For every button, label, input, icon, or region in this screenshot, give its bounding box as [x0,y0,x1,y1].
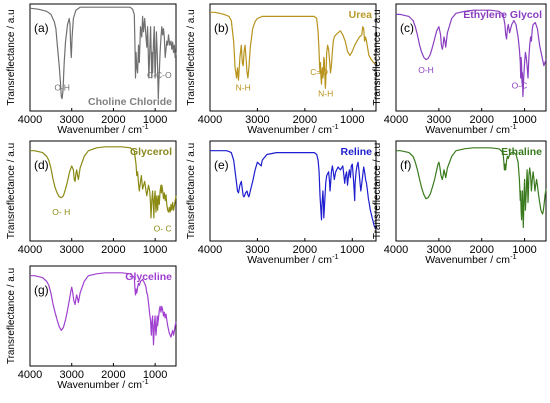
x-tick-label: 3000 [245,114,269,126]
compound-title: Ethylene Glycol [463,9,542,21]
x-tick-label: 3000 [59,114,83,126]
x-axis-title: Wavenumber / cm-1 [57,122,148,137]
x-tick-label: 1000 [512,114,536,126]
x-tick-label: 2000 [469,244,493,256]
x-tick-label: 3000 [427,114,451,126]
x-tick-label: 1000 [340,114,364,126]
x-axis-title: Wavenumber / cm-1 [247,252,338,267]
spectrum-panel: 4000 3000 2000 1000 (c) Ethylene Glycol O-H O-C… [372,3,547,137]
x-tick-label: 4000 [18,114,42,126]
x-tick-label: 2000 [293,244,317,256]
x-axis-title: Wavenumber / cm-1 [425,122,516,137]
plot-frame [395,3,547,112]
x-tick-label: 2000 [469,114,493,126]
peak-annotation: N-H [236,82,251,92]
x-tick-label: 2000 [101,114,125,126]
y-axis-title: Transreflectance / a.u [372,9,383,105]
x-axis-title-exponent: -1 [510,252,517,261]
x-tick-label: 2000 [101,244,125,256]
plot-frame [29,140,177,242]
x-tick-label: 3000 [59,369,83,381]
x-tick-label: 3000 [427,244,451,256]
peak-annotation: C-C-O [147,70,172,80]
spectrum-panel: 4000 3000 2000 1000 (b) Urea N-H C=O N-H Transref… [186,3,377,137]
x-tick-label: 1000 [143,114,167,126]
y-axis-title: Transreflectance / a.u [186,9,197,105]
peak-annotation: O-H [418,65,434,75]
x-tick-label: 4000 [198,114,222,126]
panel-label: (f) [400,158,411,172]
peak-annotation: N-H [318,89,333,99]
spectrum-panel: 4000 3000 2000 1000 (g) Glyceline Transreflect… [6,265,177,392]
spectrum-line [396,147,547,229]
x-tick-label: 2000 [101,369,125,381]
spectrum-line [210,11,377,89]
compound-title: Glyceline [125,271,172,283]
peak-annotation: O-H [54,82,70,92]
y-axis-title: Transreflectance / a.u [6,9,17,105]
x-axis-title-text: Wavenumber / cm [425,124,510,136]
x-axis-title-exponent: -1 [332,252,339,261]
x-axis-title-exponent: -1 [510,122,517,131]
x-tick-label: 1000 [512,244,536,256]
panel-label: (g) [34,283,49,297]
x-tick-label: 1000 [340,244,364,256]
panel-label: (e) [214,158,229,172]
x-tick-label: 4000 [384,114,408,126]
plot-frame [209,3,377,112]
x-axis-title-exponent: -1 [142,377,149,386]
plot-frame [209,140,377,242]
x-tick-label: 3000 [59,244,83,256]
x-tick-label: 1000 [143,244,167,256]
x-tick-label: 4000 [18,369,42,381]
spectrum-panel: 4000 3000 2000 1000 (f) Ethaline Transreflecta… [372,140,547,267]
panel-label: (c) [400,21,414,35]
spectrum-line [29,6,177,100]
x-tick-label: 3000 [245,244,269,256]
x-tick-label: 2000 [293,114,317,126]
y-axis-title: Transreflectance / a.u [6,143,17,239]
compound-title: Urea [349,9,373,21]
x-axis-title: Wavenumber / cm-1 [425,252,516,267]
x-axis-title-text: Wavenumber / cm [247,254,332,266]
spectrum-panel: 4000 3000 2000 1000 (a) Choline Chloride O-H C-… [6,3,177,137]
peak-annotation: O-C [512,80,528,90]
x-axis-title-text: Wavenumber / cm [57,379,142,391]
panel-label: (a) [34,21,49,35]
x-axis-title-exponent: -1 [142,122,149,131]
x-axis-title-text: Wavenumber / cm [57,124,142,136]
x-axis-title-exponent: -1 [332,122,339,131]
peak-annotation: O- H [52,207,70,217]
spectrum-panel: 4000 3000 2000 1000 (e) Reline Transreflectanc… [186,140,377,267]
x-tick-label: 4000 [18,244,42,256]
y-axis-title: Transreflectance / a.u [372,143,383,239]
spectrum-line [396,9,547,98]
x-tick-label: 1000 [143,369,167,381]
spectrum-line [30,146,177,219]
compound-title: Glycerol [130,146,172,158]
peak-annotation: C=O [310,67,328,77]
panel-label: (b) [214,21,229,35]
plot-frame [29,3,177,112]
compound-title: Ethaline [501,146,542,158]
panel-label: (d) [34,158,49,172]
compound-title: Choline Chloride [88,96,172,108]
compound-title: Reline [340,146,372,158]
plot-frame [29,265,177,367]
peak-annotation: O- C [154,223,172,233]
x-tick-label: 4000 [198,244,222,256]
x-tick-label: 4000 [384,244,408,256]
x-axis-title-text: Wavenumber / cm [425,254,510,266]
x-axis-title: Wavenumber / cm-1 [247,122,338,137]
x-axis-title: Wavenumber / cm-1 [57,377,148,392]
y-axis-title: Transreflectance / a.u [6,268,17,364]
spectrum-panel: 4000 3000 2000 1000 (d) Glycerol O- H O- C Trans… [6,140,177,256]
x-axis-title-text: Wavenumber / cm [247,124,332,136]
spectrum-line [30,272,177,346]
spectrum-line [210,150,377,230]
y-axis-title: Transreflectance / a.u [186,143,197,239]
